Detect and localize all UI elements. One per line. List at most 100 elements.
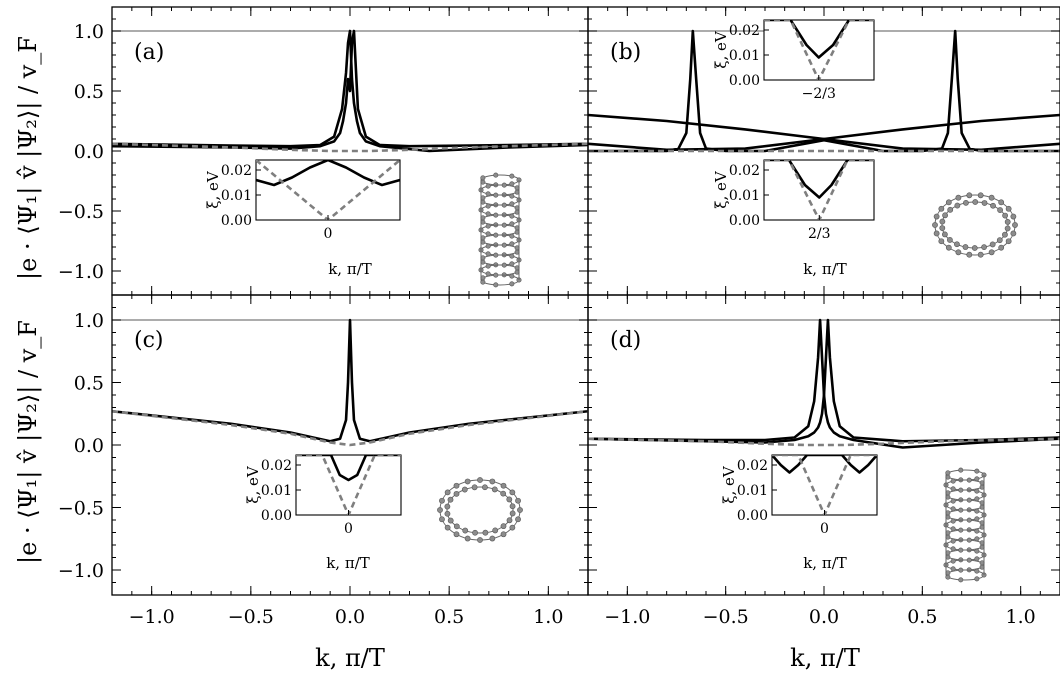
inset-xlabel: k, π/T: [326, 554, 370, 572]
inset-ytick-label: 0.00: [729, 213, 760, 229]
atom: [500, 482, 507, 489]
atom: [493, 192, 499, 198]
atom: [955, 249, 962, 256]
atom: [977, 251, 984, 258]
nanotube-structure-3: [943, 467, 987, 583]
atom: [491, 486, 498, 493]
atom: [453, 531, 460, 538]
atom: [1005, 205, 1012, 212]
atom: [941, 231, 948, 238]
inset-ytick-label: 0.00: [729, 73, 760, 89]
inset-series-0: [296, 455, 401, 482]
inset-frame: [255, 159, 401, 221]
atom: [500, 523, 507, 530]
inset-curves: [256, 160, 400, 220]
inset-xtick-label: 0: [820, 521, 829, 537]
atom: [517, 507, 523, 513]
atom: [447, 517, 454, 524]
atom: [509, 233, 515, 239]
inset-ytick-label: 0.02: [737, 458, 768, 474]
panel-label-b: (b): [610, 40, 641, 65]
atom: [998, 199, 1005, 206]
inset-ylabel: ξ, eV: [712, 170, 730, 209]
atom: [509, 213, 515, 219]
atom: [942, 212, 948, 219]
atom: [493, 232, 499, 238]
panel-b: (b)0.000.010.02−2/3ξ, eVk, π/T0.000.010.…: [587, 6, 1060, 296]
panel-a: −1.0 −0.5 0.0 0.5 1.0 (a) 0.00 0.01 0.02 0 ξ, eV k,…: [58, 6, 589, 296]
inset-frame: [771, 454, 878, 516]
atom: [954, 241, 960, 248]
atom: [500, 531, 507, 538]
xtick-label: 0.5: [907, 606, 937, 628]
atom: [485, 263, 491, 269]
inset-series-0: [256, 160, 400, 187]
atom: [509, 510, 516, 517]
xtick-label: 1.0: [1006, 606, 1036, 628]
atom: [515, 497, 521, 504]
atom: [500, 490, 507, 497]
inset-ytick-label: 0.02: [729, 23, 760, 39]
atom: [945, 244, 952, 251]
atom: [501, 202, 507, 208]
atom: [1002, 231, 1008, 238]
atom: [966, 537, 972, 543]
inset-3-0: 0.00 0.01 0.02 0 ξ, eV k, π/T: [720, 454, 878, 572]
y-axis-label-bottom: |e · ⟨Ψ₁| v̂ |Ψ₂⟩| / v_F: [14, 320, 43, 564]
ring-bond-1: [446, 486, 514, 534]
inset-curves: [296, 455, 401, 515]
atom: [509, 273, 515, 279]
inset-xlabel: k, π/T: [328, 260, 372, 278]
atom: [444, 489, 451, 496]
series-0: [112, 318, 588, 443]
atom: [966, 517, 972, 523]
ytick-label: −0.5: [58, 498, 104, 520]
atom: [482, 484, 488, 491]
atom: [966, 192, 973, 199]
atom: [974, 576, 980, 582]
atom: [501, 242, 507, 248]
xtick-label: −1.0: [604, 606, 650, 628]
atom: [963, 199, 969, 206]
atom: [1010, 213, 1017, 220]
nanotube-structure-2: [437, 477, 523, 543]
atom: [933, 230, 940, 237]
inset-xlabel: k, π/T: [803, 260, 847, 278]
atom: [988, 249, 995, 256]
atom: [1010, 230, 1017, 237]
inset-series-0: [772, 455, 877, 474]
ytick-label: 1.0: [74, 310, 104, 332]
atom: [966, 251, 973, 258]
inset-series-1: [256, 160, 400, 220]
inset-ytick-label: 0.02: [261, 458, 292, 474]
atom: [509, 503, 516, 510]
xtick-label: 0.0: [335, 606, 365, 628]
ytick-label: 0.0: [74, 435, 104, 457]
inset-ylabel: ξ, eV: [244, 465, 262, 504]
atom: [506, 496, 513, 503]
atom: [947, 237, 953, 243]
panel-label-a: (a): [134, 40, 164, 65]
inset-series-0: [764, 160, 874, 199]
atom: [509, 193, 515, 199]
atom: [945, 470, 951, 476]
x-axis-label-right: k, π/T: [790, 644, 860, 672]
series-2: [588, 113, 1060, 152]
atom: [945, 199, 952, 206]
atom: [938, 205, 945, 212]
inset-frame: [763, 19, 875, 81]
atom: [1002, 212, 1009, 219]
inset-ytick-label: 0.00: [221, 213, 252, 229]
atom: [501, 222, 507, 228]
panel-curves: [588, 318, 1060, 449]
atom: [501, 182, 507, 188]
panel-curves: [112, 29, 588, 153]
atom: [509, 281, 515, 287]
series-2: [588, 437, 1060, 447]
inset-ylabel: ξ, eV: [204, 170, 222, 209]
inset-curves: [764, 20, 874, 80]
x-axis-label-left: k, π/T: [315, 644, 385, 672]
atom: [462, 527, 469, 534]
inset-ytick-label: 0.01: [261, 483, 292, 499]
atom: [489, 478, 496, 485]
